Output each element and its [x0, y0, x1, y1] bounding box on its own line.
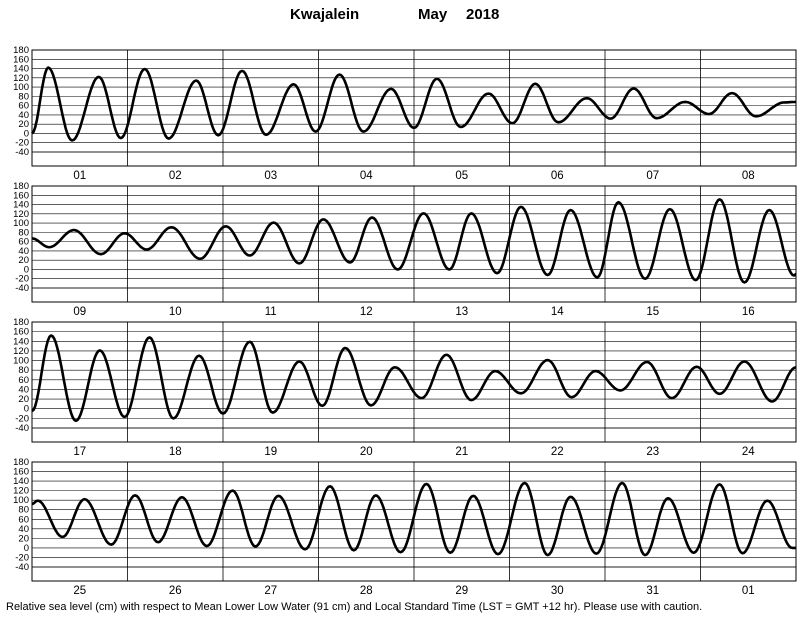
- day-label: 24: [742, 446, 755, 458]
- day-label: 03: [264, 170, 277, 182]
- y-tick-label: 140: [13, 64, 29, 75]
- y-tick-label: 0: [24, 404, 29, 415]
- day-label: 01: [73, 170, 86, 182]
- y-tick-label: 0: [24, 264, 29, 275]
- y-tick-label: 120: [13, 73, 29, 84]
- tide-curve-panel-2: [31, 198, 797, 284]
- day-label: 19: [264, 446, 277, 458]
- day-label: 23: [646, 446, 659, 458]
- tide-curve-panel-3: [31, 334, 797, 423]
- day-label: 08: [742, 170, 755, 182]
- y-tick-label: 20: [18, 119, 29, 130]
- y-tick-label: -20: [15, 138, 29, 149]
- day-label: 18: [169, 446, 182, 458]
- chart-footnote: Relative sea level (cm) with respect to …: [6, 601, 703, 613]
- day-label: 30: [551, 585, 564, 597]
- tide-curve-panel-1: [31, 66, 797, 142]
- y-tick-label: 0: [24, 128, 29, 139]
- panel-frame: [31, 321, 797, 443]
- y-tick-label: 180: [13, 317, 29, 328]
- day-label: 25: [73, 585, 86, 597]
- y-tick-label: 160: [13, 190, 29, 201]
- y-tick-label: 80: [18, 91, 29, 102]
- day-label: 22: [551, 446, 564, 458]
- day-label: 26: [169, 585, 182, 597]
- day-label: 01: [742, 585, 755, 597]
- y-tick-label: 140: [13, 336, 29, 347]
- panel-frame: [31, 49, 797, 167]
- y-tick-label: 180: [13, 45, 29, 56]
- y-tick-label: -40: [15, 562, 29, 573]
- y-tick-label: 100: [13, 218, 29, 229]
- y-tick-label: 0: [24, 543, 29, 554]
- day-label: 20: [360, 446, 373, 458]
- day-label: 16: [742, 306, 755, 318]
- y-tick-label: 40: [18, 110, 29, 121]
- y-tick-label: 40: [18, 246, 29, 257]
- y-tick-label: 180: [13, 457, 29, 468]
- day-label: 21: [455, 446, 468, 458]
- chart-title: Kwajalein May 2018: [0, 6, 800, 30]
- day-label: 10: [169, 306, 182, 318]
- y-tick-label: 160: [13, 54, 29, 65]
- day-label: 11: [265, 306, 277, 318]
- y-tick-label: 40: [18, 384, 29, 395]
- tide-curve-panel-4: [31, 481, 797, 557]
- y-tick-label: -40: [15, 423, 29, 434]
- title-year: 2018: [466, 6, 500, 23]
- day-label: 13: [455, 306, 468, 318]
- y-tick-label: 120: [13, 346, 29, 357]
- y-tick-label: 60: [18, 514, 29, 525]
- title-month: May: [418, 6, 448, 23]
- day-label: 09: [73, 306, 86, 318]
- y-tick-label: 20: [18, 394, 29, 405]
- y-tick-label: 140: [13, 476, 29, 487]
- y-tick-label: 180: [13, 181, 29, 192]
- y-tick-label: 60: [18, 375, 29, 386]
- y-tick-label: 60: [18, 237, 29, 248]
- panel-frame: [31, 461, 797, 582]
- y-tick-label: 80: [18, 365, 29, 376]
- y-tick-label: 120: [13, 486, 29, 497]
- day-label: 31: [646, 585, 659, 597]
- title-station: Kwajalein: [290, 6, 360, 23]
- y-tick-label: 120: [13, 209, 29, 220]
- y-tick-label: -20: [15, 274, 29, 285]
- y-tick-label: 100: [13, 82, 29, 93]
- day-label: 29: [455, 585, 468, 597]
- y-tick-label: 160: [13, 327, 29, 338]
- day-label: 17: [73, 446, 86, 458]
- y-tick-label: 60: [18, 101, 29, 112]
- day-label: 14: [551, 306, 564, 318]
- y-tick-label: 160: [13, 467, 29, 478]
- day-label: 07: [646, 170, 659, 182]
- panel-frame: [31, 185, 797, 303]
- y-tick-label: -40: [15, 147, 29, 158]
- y-tick-label: 20: [18, 533, 29, 544]
- y-tick-label: 80: [18, 505, 29, 516]
- day-label: 27: [264, 585, 277, 597]
- y-tick-label: -20: [15, 413, 29, 424]
- day-label: 28: [360, 585, 373, 597]
- y-tick-label: 100: [13, 356, 29, 367]
- day-label: 15: [646, 306, 659, 318]
- day-label: 04: [360, 170, 373, 182]
- day-label: 05: [455, 170, 468, 182]
- y-tick-label: 100: [13, 495, 29, 506]
- y-tick-label: 20: [18, 255, 29, 266]
- day-label: 02: [169, 170, 182, 182]
- y-tick-label: -40: [15, 283, 29, 294]
- y-tick-label: 40: [18, 524, 29, 535]
- day-label: 06: [551, 170, 564, 182]
- y-tick-label: 80: [18, 227, 29, 238]
- y-tick-label: 140: [13, 200, 29, 211]
- day-label: 12: [360, 306, 373, 318]
- y-tick-label: -20: [15, 552, 29, 563]
